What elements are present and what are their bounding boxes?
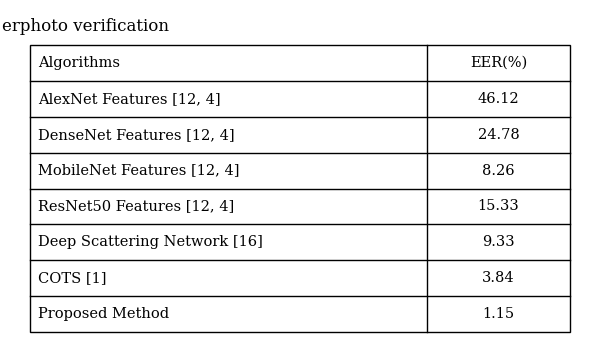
Text: AlexNet Features [12, 4]: AlexNet Features [12, 4]: [38, 92, 220, 106]
Text: 24.78: 24.78: [478, 128, 519, 142]
Text: COTS [1]: COTS [1]: [38, 271, 106, 285]
Text: ResNet50 Features [12, 4]: ResNet50 Features [12, 4]: [38, 199, 234, 213]
Text: Deep Scattering Network [16]: Deep Scattering Network [16]: [38, 235, 263, 249]
Text: 46.12: 46.12: [478, 92, 519, 106]
Text: 1.15: 1.15: [482, 307, 514, 321]
Text: Algorithms: Algorithms: [38, 56, 120, 70]
Text: 3.84: 3.84: [482, 271, 515, 285]
Text: Proposed Method: Proposed Method: [38, 307, 169, 321]
Text: 8.26: 8.26: [482, 164, 515, 177]
Text: DenseNet Features [12, 4]: DenseNet Features [12, 4]: [38, 128, 235, 142]
Text: MobileNet Features [12, 4]: MobileNet Features [12, 4]: [38, 164, 239, 177]
Text: 15.33: 15.33: [478, 199, 519, 213]
Bar: [30, 45, 570, 332]
Text: erphoto verification: erphoto verification: [2, 18, 169, 35]
Text: 9.33: 9.33: [482, 235, 515, 249]
Text: EER(%): EER(%): [470, 56, 527, 70]
